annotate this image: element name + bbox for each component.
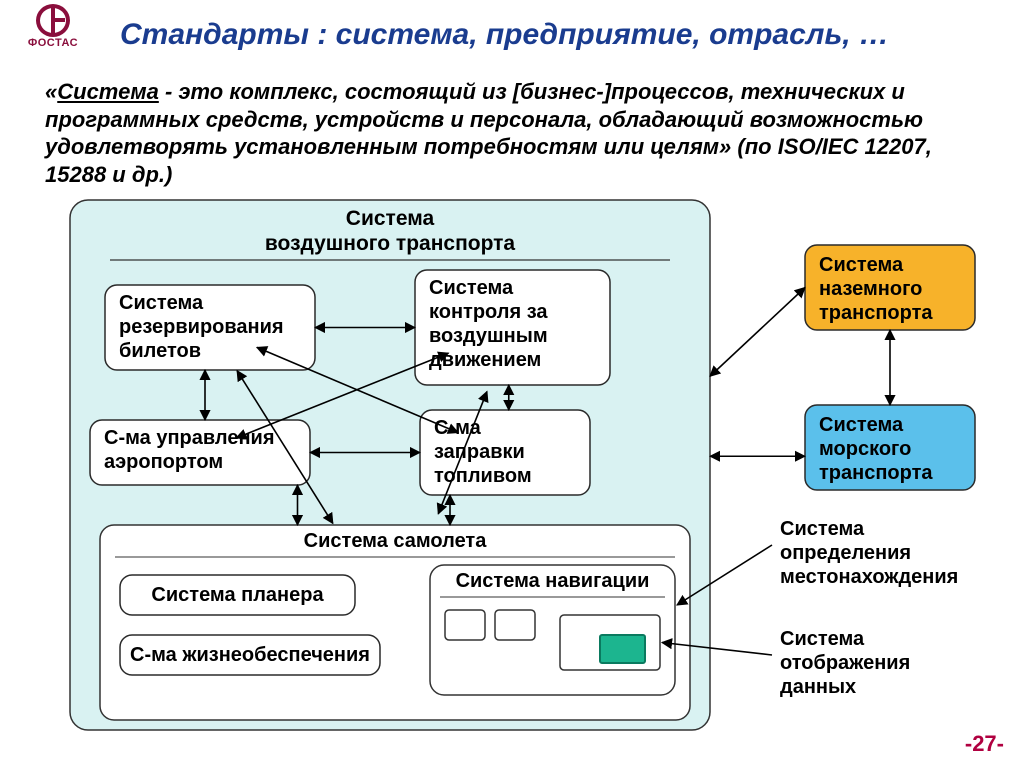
quote-prefix: «	[45, 79, 57, 104]
svg-text:воздушным: воздушным	[429, 325, 548, 347]
svg-text:С-ма жизнеобеспечения: С-ма жизнеобеспечения	[130, 644, 370, 666]
svg-text:местонахождения: местонахождения	[780, 566, 958, 588]
logo-icon	[36, 4, 70, 37]
logo: ФОСТАС	[8, 4, 98, 49]
quote-keyword: Система	[57, 79, 159, 104]
quote-body: - это комплекс, состоящий из [бизнес-]пр…	[45, 79, 932, 187]
page-number: -27-	[965, 731, 1004, 757]
svg-text:Система: Система	[780, 628, 865, 650]
svg-text:заправки: заправки	[434, 441, 525, 463]
svg-text:Система: Система	[819, 414, 904, 436]
svg-text:транспорта: транспорта	[819, 462, 933, 484]
page-title: Стандарты : система, предприятие, отрасл…	[120, 18, 889, 52]
system-diagram: Системавоздушного транспортаСистемарезер…	[0, 195, 1024, 755]
logo-text: ФОСТАС	[28, 37, 78, 49]
svg-text:резервирования: резервирования	[119, 316, 284, 338]
svg-text:топливом: топливом	[434, 465, 532, 487]
svg-text:С-ма управления: С-ма управления	[104, 427, 275, 449]
svg-text:отображения: отображения	[780, 652, 910, 674]
svg-text:билетов: билетов	[119, 340, 201, 362]
svg-text:Система планера: Система планера	[151, 584, 324, 606]
svg-text:Система: Система	[119, 292, 204, 314]
svg-text:данных: данных	[780, 676, 856, 698]
svg-text:Система навигации: Система навигации	[456, 570, 650, 592]
svg-text:Система самолета: Система самолета	[304, 530, 488, 552]
svg-text:аэропортом: аэропортом	[104, 451, 223, 473]
svg-text:наземного: наземного	[819, 278, 922, 300]
svg-text:определения: определения	[780, 542, 911, 564]
svg-text:движением: движением	[429, 349, 541, 371]
svg-text:морского: морского	[819, 438, 911, 460]
definition-quote: «Система - это комплекс, состоящий из [б…	[45, 78, 945, 188]
svg-text:Система: Система	[819, 254, 904, 276]
svg-text:транспорта: транспорта	[819, 302, 933, 324]
svg-text:Система: Система	[346, 207, 435, 230]
svg-text:контроля за: контроля за	[429, 301, 548, 323]
svg-text:Система: Система	[780, 518, 865, 540]
svg-text:Система: Система	[429, 277, 514, 299]
svg-text:С-ма: С-ма	[434, 417, 482, 439]
svg-text:воздушного транспорта: воздушного транспорта	[265, 232, 516, 255]
